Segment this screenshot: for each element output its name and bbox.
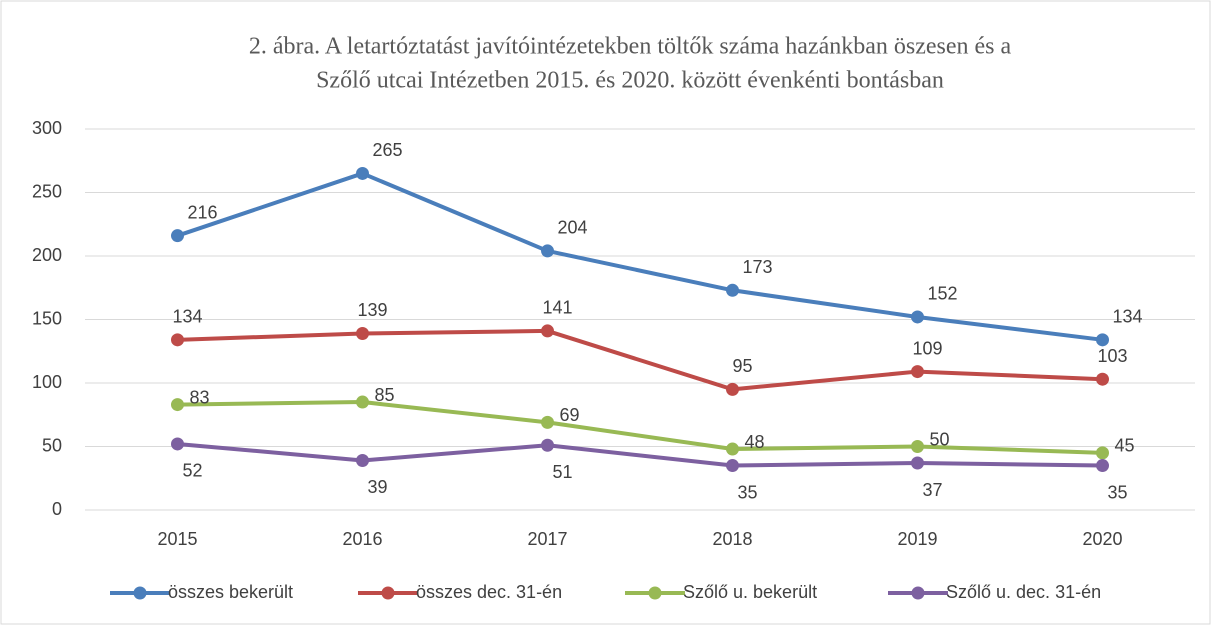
point bbox=[171, 229, 184, 243]
x-tick-label: 2015 bbox=[157, 529, 197, 549]
data-label: 45 bbox=[1114, 436, 1134, 456]
data-label: 95 bbox=[732, 356, 752, 376]
data-label: 48 bbox=[744, 432, 764, 452]
series-line bbox=[177, 400, 1103, 455]
point bbox=[541, 324, 554, 338]
point bbox=[356, 166, 369, 180]
point bbox=[911, 365, 924, 379]
data-label: 37 bbox=[922, 480, 942, 500]
data-label: 139 bbox=[357, 300, 387, 320]
y-tick-label: 0 bbox=[52, 499, 62, 519]
point bbox=[356, 395, 369, 409]
point bbox=[541, 438, 554, 452]
y-tick-label: 50 bbox=[42, 435, 62, 455]
data-label: 152 bbox=[927, 284, 957, 304]
data-label: 52 bbox=[182, 461, 202, 481]
legend-label: összes dec. 31-én bbox=[416, 582, 562, 602]
point bbox=[726, 442, 739, 456]
chart-title: 2. ábra. A letartóztatást javítóintézete… bbox=[249, 34, 1012, 60]
point bbox=[541, 244, 554, 258]
x-tick-label: 2018 bbox=[712, 529, 752, 549]
legend-label: Szőlő u. bekerült bbox=[683, 582, 817, 602]
point bbox=[726, 382, 739, 396]
point bbox=[171, 437, 184, 451]
data-label: 173 bbox=[742, 257, 772, 277]
data-label: 83 bbox=[189, 387, 209, 407]
legend-marker bbox=[381, 586, 395, 600]
data-label: 35 bbox=[737, 482, 757, 502]
data-label: 50 bbox=[929, 429, 949, 449]
data-label: 265 bbox=[372, 140, 402, 160]
y-tick-label: 200 bbox=[32, 245, 62, 265]
series-line bbox=[177, 441, 1103, 468]
y-tick-label: 100 bbox=[32, 372, 62, 392]
x-tick-label: 2016 bbox=[342, 529, 382, 549]
data-label: 69 bbox=[559, 405, 579, 425]
data-label: 109 bbox=[912, 338, 942, 358]
data-label: 204 bbox=[557, 218, 587, 238]
legend-marker bbox=[648, 586, 662, 600]
data-label: 35 bbox=[1107, 482, 1127, 502]
point bbox=[1096, 459, 1109, 473]
y-tick-label: 300 bbox=[32, 118, 62, 138]
point bbox=[171, 398, 184, 412]
x-tick-label: 2020 bbox=[1082, 529, 1122, 549]
legend-marker bbox=[133, 586, 147, 600]
data-label: 39 bbox=[367, 477, 387, 497]
data-label: 134 bbox=[172, 307, 202, 327]
legend-label: összes bekerült bbox=[168, 582, 293, 602]
point bbox=[911, 456, 924, 470]
data-label: 51 bbox=[552, 462, 572, 482]
point bbox=[171, 333, 184, 347]
point bbox=[911, 310, 924, 324]
y-tick-label: 250 bbox=[32, 181, 62, 201]
y-tick-label: 150 bbox=[32, 308, 62, 328]
point bbox=[356, 453, 369, 467]
point bbox=[541, 415, 554, 429]
data-label: 103 bbox=[1097, 346, 1127, 366]
series-line bbox=[176, 171, 1103, 342]
point bbox=[1096, 446, 1109, 460]
legend-marker bbox=[911, 586, 925, 600]
chart-title: Szőlő utcai Intézetben 2015. és 2020. kö… bbox=[316, 68, 944, 94]
data-label: 85 bbox=[374, 385, 394, 405]
x-tick-label: 2017 bbox=[527, 529, 567, 549]
x-tick-label: 2019 bbox=[897, 529, 937, 549]
legend-label: Szőlő u. dec. 31-én bbox=[946, 582, 1101, 602]
point bbox=[726, 283, 739, 297]
point bbox=[356, 326, 369, 340]
point bbox=[726, 459, 739, 473]
point bbox=[1096, 372, 1109, 386]
series-line bbox=[177, 328, 1103, 392]
data-label: 216 bbox=[187, 202, 217, 222]
point bbox=[1096, 333, 1109, 347]
data-label: 134 bbox=[1112, 307, 1142, 327]
point bbox=[911, 440, 924, 453]
data-label: 141 bbox=[542, 298, 572, 318]
